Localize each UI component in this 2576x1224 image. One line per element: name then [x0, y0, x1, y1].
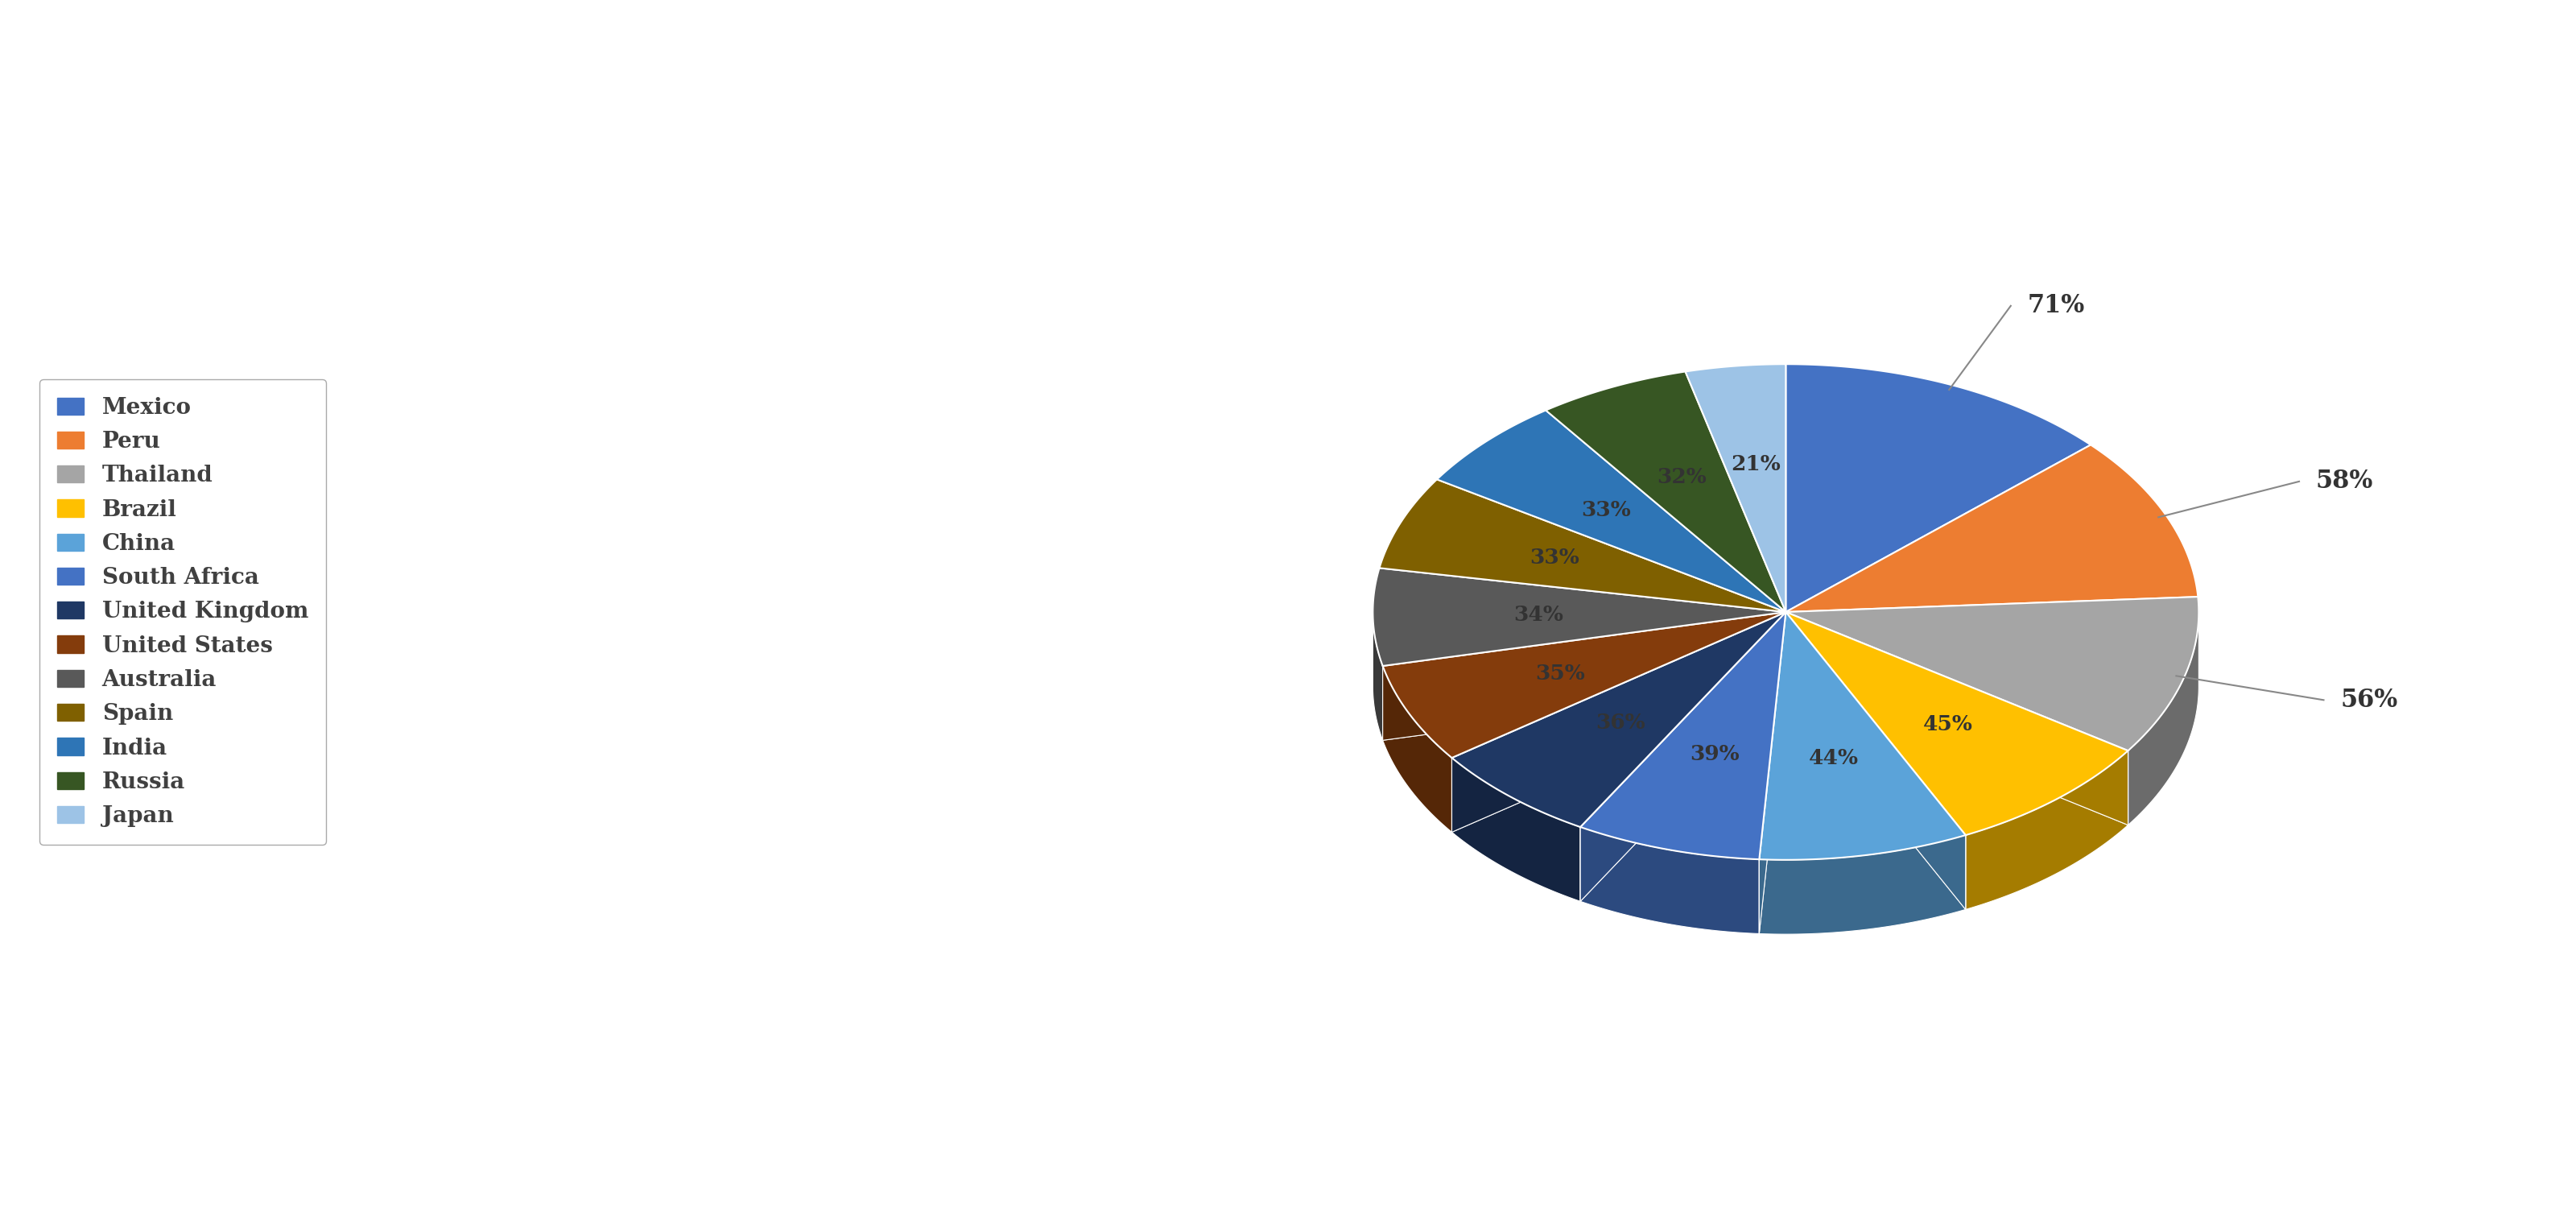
Polygon shape — [1759, 612, 1965, 859]
Text: 32%: 32% — [1656, 466, 1708, 487]
Text: 36%: 36% — [1595, 712, 1646, 733]
Polygon shape — [1685, 365, 1785, 612]
Polygon shape — [1453, 612, 1785, 832]
Polygon shape — [1546, 372, 1785, 612]
Text: 35%: 35% — [1535, 663, 1584, 683]
Text: 56%: 56% — [2339, 688, 2398, 712]
Polygon shape — [1759, 612, 1785, 934]
Polygon shape — [1378, 480, 1785, 612]
Text: 21%: 21% — [1731, 454, 1780, 475]
Text: 44%: 44% — [1808, 748, 1857, 767]
Polygon shape — [1373, 568, 1785, 666]
Text: 33%: 33% — [1530, 548, 1579, 568]
Polygon shape — [1383, 612, 1785, 741]
Polygon shape — [1785, 597, 2200, 750]
Polygon shape — [1437, 410, 1785, 612]
Polygon shape — [1373, 613, 1383, 741]
Legend: Mexico, Peru, Thailand, Brazil, China, South Africa, United Kingdom, United Stat: Mexico, Peru, Thailand, Brazil, China, S… — [39, 379, 327, 845]
Polygon shape — [1453, 758, 1579, 901]
Polygon shape — [1965, 750, 2128, 909]
Text: 39%: 39% — [1690, 744, 1739, 765]
Polygon shape — [1383, 666, 1453, 832]
Polygon shape — [1759, 835, 1965, 934]
Polygon shape — [1785, 612, 2128, 825]
Polygon shape — [1785, 612, 1965, 909]
Polygon shape — [1453, 612, 1785, 827]
Polygon shape — [1453, 612, 1785, 832]
Polygon shape — [1579, 612, 1785, 901]
Polygon shape — [1579, 827, 1759, 934]
Polygon shape — [1785, 612, 2128, 835]
Polygon shape — [1785, 444, 2197, 612]
Polygon shape — [1785, 612, 2128, 825]
Polygon shape — [1579, 612, 1785, 859]
Text: 45%: 45% — [1924, 715, 1973, 734]
Polygon shape — [1383, 612, 1785, 741]
Text: 71%: 71% — [2027, 294, 2084, 318]
Polygon shape — [2128, 613, 2200, 825]
Text: 33%: 33% — [1582, 499, 1631, 520]
Polygon shape — [1785, 612, 1965, 909]
Polygon shape — [1579, 612, 1785, 901]
Polygon shape — [1759, 612, 1785, 934]
Text: 58%: 58% — [2316, 469, 2372, 494]
Polygon shape — [1383, 612, 1785, 758]
Text: 34%: 34% — [1512, 605, 1564, 625]
Polygon shape — [1785, 365, 2092, 612]
